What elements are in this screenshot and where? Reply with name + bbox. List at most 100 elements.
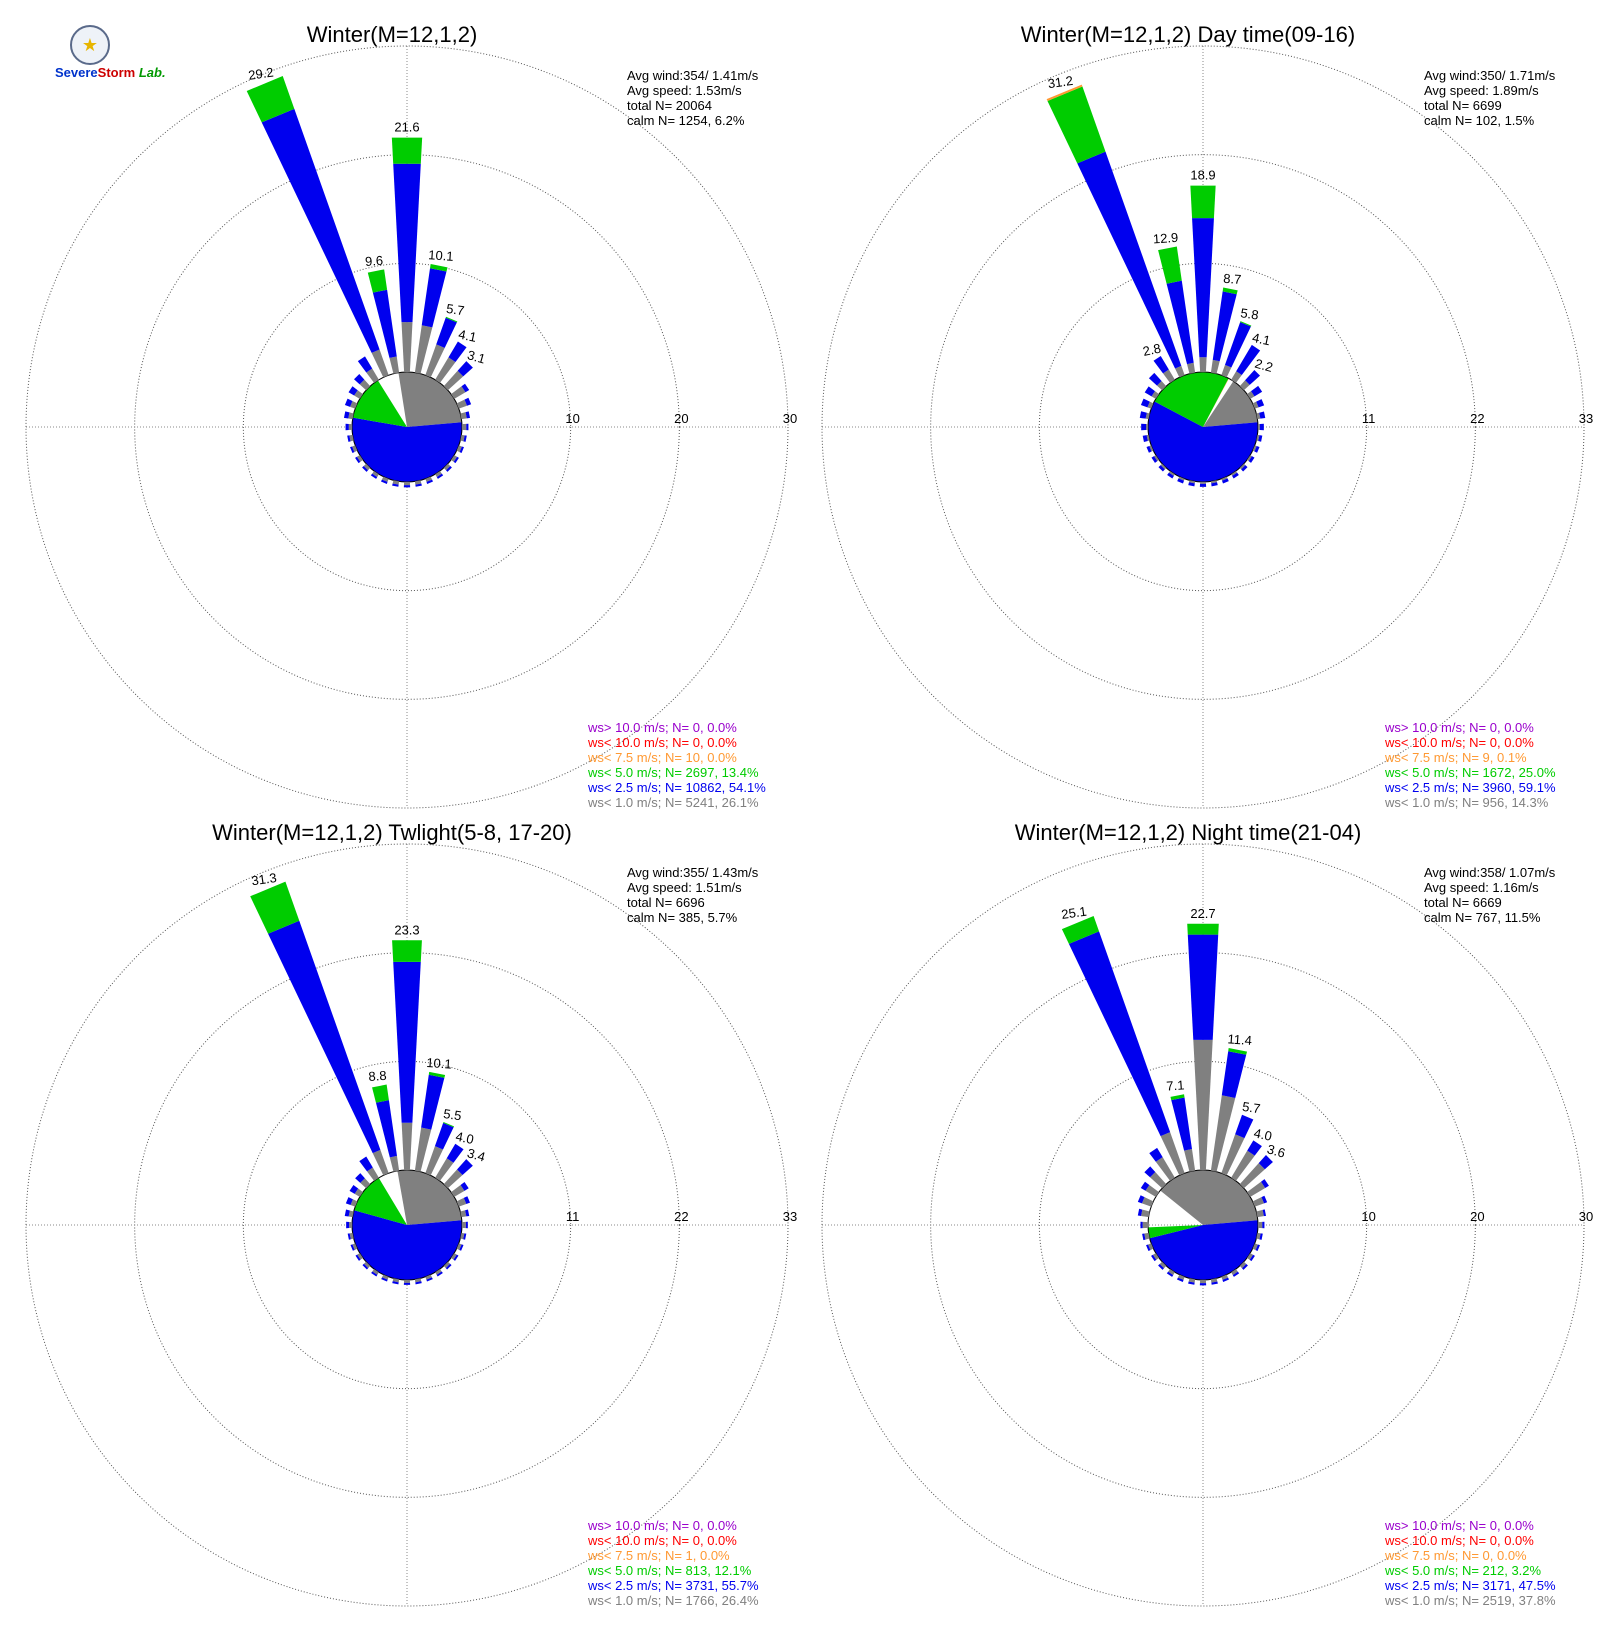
direction-bar <box>355 1253 363 1261</box>
bar-segment-gray <box>460 434 465 442</box>
bar-segment-blue <box>345 1197 353 1205</box>
bar-segment-gray <box>357 1253 363 1260</box>
direction-bar <box>1148 372 1167 391</box>
legend-entry: ws< 7.5 m/s; N= 10, 0.0% <box>587 750 737 765</box>
direction-bar <box>443 1159 473 1189</box>
bar-segment-blue <box>346 1221 350 1229</box>
bar-segment-gray <box>1231 1269 1238 1276</box>
direction-bar <box>1239 1155 1273 1189</box>
bar-segment-blue <box>464 397 472 406</box>
bar-segment-blue <box>1232 472 1239 479</box>
bar-segment-blue <box>1141 423 1147 431</box>
direction-bar <box>1188 480 1196 487</box>
bar-segment-blue <box>1148 372 1162 386</box>
bar-segment-blue <box>1199 483 1207 487</box>
bar-segment-gray <box>1221 1274 1229 1280</box>
direction-bar <box>1061 916 1185 1176</box>
bar-value-label: 10.1 <box>426 1055 452 1072</box>
panel-title: Winter(M=12,1,2) Day time(09-16) <box>1021 22 1355 47</box>
stats-line: Avg speed: 1.16m/s <box>1424 880 1539 895</box>
ring-label: 30 <box>783 411 797 426</box>
direction-bar <box>343 411 354 420</box>
bar-segment-blue <box>350 446 355 454</box>
bar-segment-blue <box>453 456 459 464</box>
bar-segment-gray <box>1247 455 1252 462</box>
bar-segment-blue <box>1224 322 1251 368</box>
bar-segment-gray <box>461 1221 466 1229</box>
bar-segment-blue <box>466 423 469 431</box>
bar-segment-gray <box>1247 391 1255 399</box>
direction-bar <box>414 1071 446 1172</box>
pie-slice-green <box>1148 1225 1203 1239</box>
bar-segment-gray <box>1231 1150 1255 1181</box>
bar-segment-blue <box>1144 386 1155 397</box>
bar-segment-blue <box>1166 280 1194 365</box>
direction-bar <box>1231 1269 1240 1277</box>
bar-segment-blue <box>1248 456 1255 463</box>
bar-segment-blue <box>1077 151 1182 369</box>
pie-slice-green <box>352 380 407 427</box>
direction-bar <box>425 1274 433 1282</box>
stats-line: Avg wind:355/ 1.43m/s <box>627 865 759 880</box>
direction-bar <box>1141 423 1149 431</box>
wind-rose-panel: 10 20 30 25.1 7.1 22.7 11.4 5.7 4.03.6 Winter(M=1… <box>821 820 1593 1608</box>
bar-segment-gray <box>435 357 456 383</box>
legend-entry: ws< 1.0 m/s; N= 1766, 26.4% <box>587 1593 759 1608</box>
bar-segment-blue <box>1222 478 1229 484</box>
direction-bar <box>371 1269 379 1277</box>
bar-segment-blue <box>345 423 349 431</box>
bar-value-label: 29.2 <box>247 65 274 83</box>
bar-segment-blue <box>1262 1221 1265 1229</box>
bar-segment-blue <box>343 411 350 419</box>
bar-segment-blue <box>393 961 421 1123</box>
bar-segment-green <box>445 316 458 323</box>
direction-bar <box>1210 1278 1218 1285</box>
bar-segment-blue <box>359 1156 373 1172</box>
pie-slice-gray <box>397 1170 462 1225</box>
direction-bar <box>1256 1232 1263 1240</box>
bar-segment-gray <box>1257 1221 1263 1229</box>
bar-segment-blue <box>344 398 353 407</box>
bar-segment-blue <box>1151 1254 1157 1262</box>
direction-bar <box>460 411 471 420</box>
direction-bar <box>1247 1253 1255 1262</box>
direction-bar <box>372 1084 400 1172</box>
bar-segment-blue <box>1142 1233 1146 1241</box>
direction-bar <box>1144 386 1159 399</box>
bar-segment-gray <box>381 476 389 482</box>
bar-segment-blue <box>426 479 434 484</box>
ring-label: 30 <box>1579 1209 1593 1224</box>
bar-segment-gray <box>425 1146 444 1176</box>
direction-bar <box>1137 1195 1154 1207</box>
legend-entry: ws> 10.0 m/s; N= 0, 0.0% <box>587 1518 737 1533</box>
bar-segment-gray <box>460 1232 465 1240</box>
pie-slice-blue <box>352 1210 463 1280</box>
bar-segment-gray <box>456 1197 467 1207</box>
bar-segment-blue <box>1144 1166 1156 1178</box>
direction-bar <box>1140 398 1154 409</box>
legend-entry: ws< 10.0 m/s; N= 0, 0.0% <box>1384 1533 1534 1548</box>
direction-bar <box>461 423 469 431</box>
bar-segment-gray <box>1247 1181 1266 1197</box>
direction-bar <box>435 471 444 479</box>
bar-segment-blue <box>1255 1244 1260 1252</box>
bar-segment-blue <box>403 1282 411 1285</box>
bar-segment-blue <box>1149 1147 1163 1162</box>
bar-segment-green <box>391 137 423 164</box>
bar-segment-blue <box>421 1074 445 1130</box>
bar-segment-blue <box>457 361 473 377</box>
legend-entry: ws< 2.5 m/s; N= 3171, 47.5% <box>1384 1578 1556 1593</box>
pie-slice-blue <box>352 417 462 483</box>
direction-bar <box>1257 423 1264 431</box>
bar-segment-gray <box>349 1232 354 1240</box>
legend-entry: ws< 5.0 m/s; N= 212, 3.2% <box>1384 1563 1542 1578</box>
legend-entry: ws< 5.0 m/s; N= 1672, 25.0% <box>1384 765 1556 780</box>
logo-text-lab: Lab. <box>138 65 166 80</box>
direction-bar <box>354 374 371 391</box>
direction-bar <box>1170 1094 1196 1172</box>
direction-bar <box>391 137 423 373</box>
direction-bar <box>1221 1274 1230 1282</box>
ring-label: 20 <box>674 411 688 426</box>
bar-segment-green <box>367 269 388 293</box>
stats-line: Avg wind:350/ 1.71m/s <box>1424 68 1556 83</box>
